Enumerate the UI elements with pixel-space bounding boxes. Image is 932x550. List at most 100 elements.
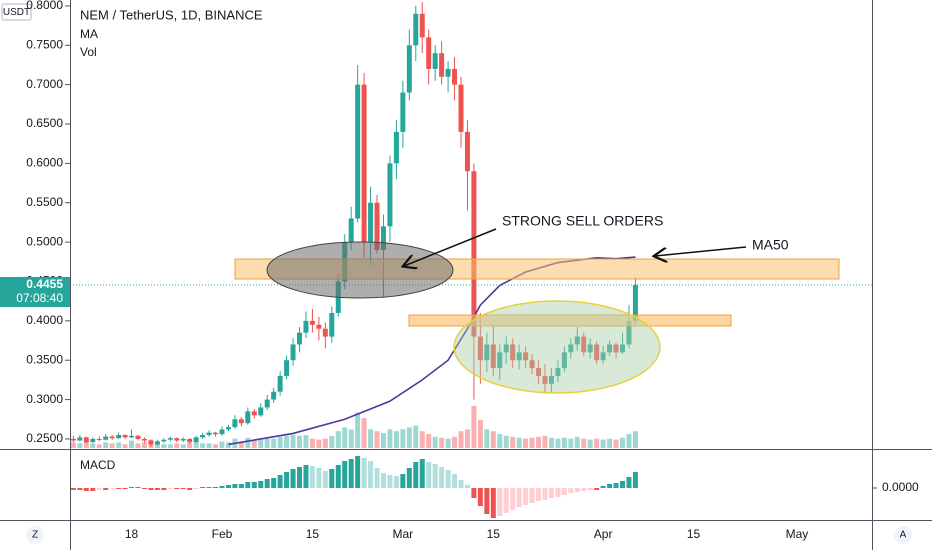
macd-bar bbox=[484, 488, 490, 514]
volume-bar bbox=[400, 429, 406, 448]
candle-body bbox=[83, 437, 89, 443]
volume-bar bbox=[284, 435, 290, 448]
volume-bar bbox=[426, 434, 432, 448]
candle-body bbox=[122, 435, 128, 438]
candle-body bbox=[174, 438, 180, 441]
volume-bar bbox=[581, 438, 587, 448]
candle-body bbox=[613, 344, 619, 353]
volume-bar bbox=[574, 436, 580, 448]
volume-bar bbox=[297, 435, 302, 448]
volume-bar bbox=[484, 429, 490, 448]
macd-bar bbox=[516, 488, 522, 507]
y-tick-label: 0.7500 bbox=[26, 37, 63, 51]
volume-bar bbox=[251, 440, 257, 448]
candle-body bbox=[477, 336, 483, 361]
macd-bar bbox=[355, 456, 361, 488]
button-label[interactable]: Z bbox=[32, 530, 38, 541]
button-label[interactable]: A bbox=[900, 530, 907, 541]
candle-body bbox=[464, 131, 470, 172]
x-tick-label: Feb bbox=[212, 527, 233, 541]
candle-body bbox=[548, 375, 554, 384]
volume-bar bbox=[510, 436, 516, 448]
candle-body bbox=[581, 336, 587, 353]
macd-bar bbox=[200, 487, 206, 488]
macd-bar bbox=[116, 488, 122, 489]
macd-bar bbox=[154, 488, 160, 490]
candle-body bbox=[413, 13, 419, 46]
x-tick-label: 15 bbox=[306, 527, 320, 541]
candle-body bbox=[284, 360, 290, 376]
candle-body bbox=[264, 399, 270, 408]
candle-body bbox=[206, 432, 212, 436]
indicator-label: Vol bbox=[80, 45, 97, 59]
y-tick-label: 0.5000 bbox=[26, 234, 63, 248]
volume-bar bbox=[548, 437, 554, 448]
candle-body bbox=[225, 427, 231, 430]
currency[interactable]: USDT bbox=[3, 7, 30, 18]
range-ellipse bbox=[453, 300, 661, 394]
candle-body bbox=[238, 419, 244, 424]
volume-bar bbox=[316, 439, 322, 448]
macd-bar bbox=[77, 488, 83, 490]
candle-body bbox=[161, 439, 167, 442]
candle-body bbox=[309, 320, 315, 325]
indicator-label: MACD bbox=[80, 458, 116, 472]
volume-bar bbox=[109, 443, 115, 448]
macd-bar bbox=[264, 479, 270, 488]
macd-bar bbox=[129, 487, 135, 488]
candle-body bbox=[471, 171, 477, 337]
candle-body bbox=[497, 352, 503, 369]
candle-body bbox=[251, 411, 257, 416]
volume-bar bbox=[387, 429, 393, 448]
candle-body bbox=[510, 344, 516, 361]
macd-bar bbox=[322, 471, 328, 488]
macd-bar bbox=[626, 477, 632, 488]
volume-bar bbox=[335, 431, 341, 448]
macd-bar bbox=[581, 488, 587, 491]
y-tick-label: 0.6500 bbox=[26, 116, 63, 130]
volume-bar bbox=[587, 439, 593, 448]
candle-body bbox=[180, 438, 186, 441]
volume-bar bbox=[600, 439, 606, 448]
button[interactable] bbox=[26, 526, 44, 544]
candle-body bbox=[277, 375, 283, 392]
macd-bar bbox=[161, 488, 167, 490]
macd-bar bbox=[284, 472, 290, 488]
candle-body bbox=[103, 436, 109, 440]
button[interactable] bbox=[894, 526, 912, 544]
macd-bar bbox=[464, 485, 470, 488]
candle-body bbox=[135, 435, 141, 439]
currency-box[interactable] bbox=[1, 3, 32, 21]
candle-body bbox=[574, 336, 580, 345]
volume-bar bbox=[503, 435, 509, 448]
macd-bar bbox=[503, 488, 509, 513]
volume-bar bbox=[96, 444, 102, 448]
candle-body bbox=[348, 218, 354, 243]
candle-body bbox=[70, 438, 76, 441]
macd-bar bbox=[374, 468, 380, 488]
volume-bar bbox=[122, 444, 128, 448]
candle-body bbox=[523, 352, 529, 361]
volume-bar bbox=[83, 441, 89, 448]
volume-bar bbox=[529, 437, 535, 448]
volume-bar bbox=[258, 439, 264, 448]
volume-bar bbox=[561, 437, 567, 448]
volume-bar bbox=[471, 406, 477, 448]
macd-bar bbox=[387, 475, 393, 488]
macd-bar bbox=[135, 487, 141, 488]
candle-body bbox=[355, 84, 361, 219]
volume-bar bbox=[555, 438, 561, 448]
indicator-label: MA bbox=[80, 27, 98, 41]
volume-bar bbox=[380, 433, 386, 448]
candle-body bbox=[167, 438, 173, 440]
macd-bar bbox=[167, 488, 173, 489]
candle-body bbox=[529, 360, 535, 369]
macd-bar bbox=[303, 465, 309, 488]
candle-body bbox=[400, 92, 406, 132]
macd-bar bbox=[271, 478, 277, 488]
macd-bar bbox=[103, 488, 109, 490]
candle-body bbox=[303, 320, 309, 333]
candle-body bbox=[154, 441, 160, 445]
volume-bar bbox=[342, 427, 348, 448]
arrow bbox=[655, 246, 747, 256]
